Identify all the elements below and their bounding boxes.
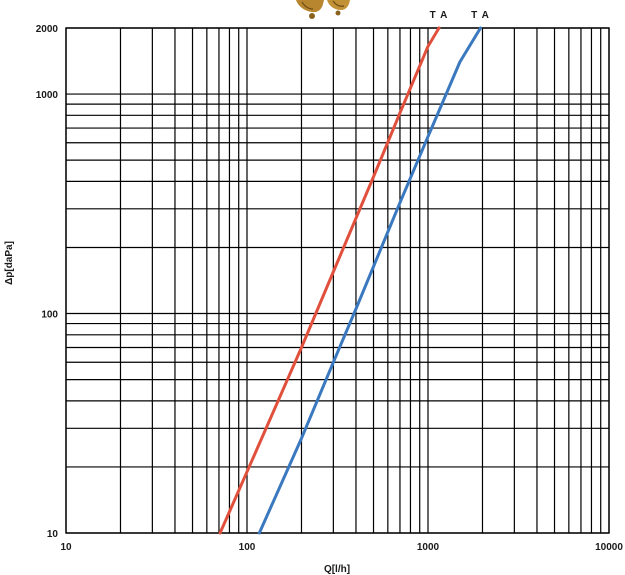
y-axis-label: Δp[daPa] — [4, 241, 15, 285]
y-tick-label: 2000 — [36, 24, 59, 35]
y-tick-label: 1000 — [36, 90, 59, 101]
series-line-2 — [257, 26, 482, 535]
plot-grid — [65, 27, 610, 534]
series-label-1: T A — [430, 10, 449, 21]
series-lines — [218, 26, 482, 535]
x-tick-label: 1000 — [417, 542, 440, 553]
tick-labels: 10 100 1000 10000 10 100 1000 2000 — [36, 24, 624, 553]
series-line-1 — [218, 26, 441, 535]
product-logo — [296, 0, 350, 19]
x-tick-label: 10 — [60, 542, 72, 553]
series-label-2: T A — [471, 10, 490, 21]
x-axis-label: Q[l/h] — [324, 564, 350, 575]
valve-product-icon — [296, 0, 350, 19]
x-tick-label: 100 — [239, 542, 256, 553]
y-tick-label: 100 — [41, 310, 58, 321]
x-tick-label: 10000 — [595, 542, 623, 553]
plot-frame — [65, 27, 610, 534]
y-tick-label: 10 — [47, 529, 59, 540]
